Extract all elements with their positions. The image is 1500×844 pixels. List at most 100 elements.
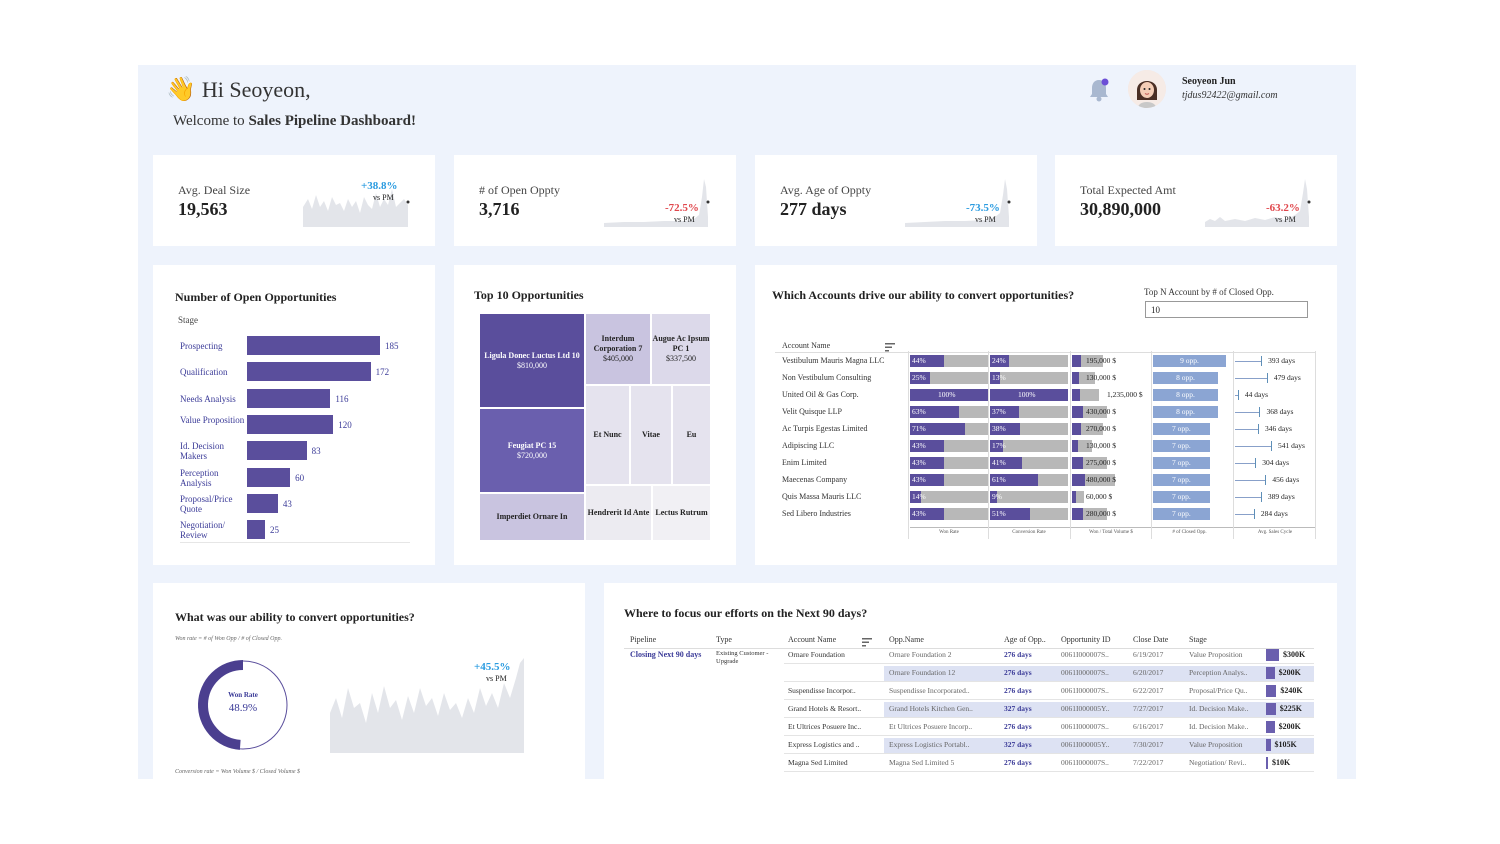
amount-bar[interactable] xyxy=(1266,649,1279,661)
column-header[interactable]: Stage xyxy=(1189,635,1207,644)
opp-name[interactable]: Grand Hotels Kitchen Gen.. xyxy=(889,704,973,713)
amount-bar[interactable] xyxy=(1266,721,1275,733)
conversion-bar[interactable] xyxy=(990,406,1019,418)
treemap-tile[interactable]: Eu xyxy=(672,385,711,485)
column-header[interactable]: Pipeline xyxy=(630,635,657,644)
account-name[interactable]: Magna Sed Limited xyxy=(788,758,848,767)
sales-cycle-marker[interactable] xyxy=(1271,441,1272,451)
closed-opp-bar[interactable]: 7 opp. xyxy=(1153,457,1210,469)
bar[interactable] xyxy=(247,520,265,540)
opp-name[interactable]: Et Ultrices Posuere Incorp.. xyxy=(889,722,973,731)
won-rate-bar[interactable] xyxy=(910,423,966,435)
treemap-tile[interactable]: Lectus Rutrum xyxy=(652,485,711,541)
treemap-tile[interactable]: Interdum Corporation 7 $405,000 xyxy=(585,313,651,385)
conversion-bar[interactable] xyxy=(990,457,1022,469)
bar[interactable] xyxy=(247,441,307,461)
volume-bar[interactable] xyxy=(1072,389,1081,401)
amount-bar[interactable] xyxy=(1266,757,1268,769)
pipeline-value[interactable]: Closing Next 90 days xyxy=(630,650,702,659)
amount-bar[interactable] xyxy=(1266,739,1271,751)
account-name[interactable]: Sed Libero Industries xyxy=(782,509,851,518)
sales-cycle-marker[interactable] xyxy=(1260,492,1262,502)
bar[interactable] xyxy=(247,388,331,408)
won-rate-bar[interactable] xyxy=(910,372,930,384)
won-rate-bar[interactable] xyxy=(910,508,944,520)
opp-name[interactable]: Express Logistics Portabl.. xyxy=(889,740,970,749)
opp-name[interactable]: Ornare Foundation 12 xyxy=(889,668,956,677)
column-header[interactable]: Opp.Name xyxy=(889,635,924,644)
account-name[interactable]: Express Logistics and .. xyxy=(788,740,860,749)
bar[interactable] xyxy=(247,336,380,355)
account-name[interactable]: Velit Quisque LLP xyxy=(782,407,842,416)
account-name[interactable]: Et Ultrices Posuere Inc.. xyxy=(788,722,862,731)
sort-icon[interactable] xyxy=(862,634,872,652)
opp-name[interactable]: Ornare Foundation 2 xyxy=(889,650,952,659)
treemap-tile[interactable]: Vitae xyxy=(630,385,672,485)
treemap-tile[interactable]: Hendrerit Id Ante xyxy=(585,485,652,541)
kpi-card-total-expected[interactable]: Total Expected Amt 30,890,000 -63.2% vs … xyxy=(1055,155,1337,246)
won-rate-bar[interactable] xyxy=(910,406,960,418)
volume-bar[interactable] xyxy=(1072,474,1085,486)
bell-icon[interactable] xyxy=(1088,77,1110,108)
won-rate-bar[interactable] xyxy=(910,440,944,452)
sales-cycle-marker[interactable] xyxy=(1258,424,1260,434)
volume-bar[interactable] xyxy=(1072,423,1082,435)
sales-cycle-marker[interactable] xyxy=(1237,390,1239,400)
treemap-tile[interactable]: Feugiat PC 15 $720,000 xyxy=(479,408,585,493)
amount-bar[interactable] xyxy=(1266,667,1275,679)
account-name[interactable]: Non Vestibulum Consulting xyxy=(782,373,872,382)
volume-bar[interactable] xyxy=(1072,440,1078,452)
sales-cycle-marker[interactable] xyxy=(1255,458,1257,468)
conversion-bar[interactable] xyxy=(990,423,1020,435)
volume-bar[interactable] xyxy=(1072,508,1083,520)
sales-cycle-marker[interactable] xyxy=(1266,373,1268,383)
avatar[interactable] xyxy=(1128,70,1166,108)
closed-opp-bar[interactable]: 8 opp. xyxy=(1153,406,1218,418)
closed-opp-bar[interactable]: 7 opp. xyxy=(1153,491,1210,503)
sales-cycle-marker[interactable] xyxy=(1259,407,1261,417)
account-name[interactable]: Vestibulum Mauris Magna LLC xyxy=(782,356,885,365)
volume-bar[interactable] xyxy=(1072,355,1082,367)
opp-name[interactable]: Magna Sed Limited 5 xyxy=(889,758,955,767)
sort-icon[interactable] xyxy=(885,339,895,357)
treemap-tile[interactable]: Et Nunc xyxy=(585,385,630,485)
topn-input[interactable]: 10 xyxy=(1145,301,1308,318)
volume-bar[interactable] xyxy=(1072,406,1083,418)
bar[interactable] xyxy=(247,467,291,487)
sales-cycle-marker[interactable] xyxy=(1265,475,1267,485)
column-header[interactable]: Age of Opp.. xyxy=(1004,635,1046,644)
kpi-card-avg-age[interactable]: Avg. Age of Oppty 277 days -73.5% vs PM xyxy=(755,155,1037,246)
closed-opp-bar[interactable]: 9 opp. xyxy=(1153,355,1226,367)
amount-bar[interactable] xyxy=(1266,703,1276,715)
treemap-tile[interactable]: Ligula Donec Luctus Ltd 10 $810,000 xyxy=(479,313,585,408)
won-rate-bar[interactable] xyxy=(910,491,921,503)
sales-cycle-marker[interactable] xyxy=(1261,356,1263,366)
account-name[interactable]: Suspendisse Incorpor.. xyxy=(788,686,856,695)
closed-opp-bar[interactable]: 7 opp. xyxy=(1153,508,1210,520)
bar[interactable] xyxy=(247,362,371,382)
column-header[interactable]: Type xyxy=(716,635,732,644)
opp-name[interactable]: Suspendisse Incorporated.. xyxy=(889,686,970,695)
treemap-tile[interactable]: Imperdiet Ornare In xyxy=(479,493,585,541)
conversion-bar[interactable] xyxy=(990,491,998,503)
bar[interactable] xyxy=(247,493,278,513)
account-name[interactable]: Adipiscing LLC xyxy=(782,441,835,450)
won-rate-bar[interactable] xyxy=(910,355,945,367)
won-rate-bar[interactable] xyxy=(910,474,944,486)
closed-opp-bar[interactable]: 7 opp. xyxy=(1153,423,1210,435)
conversion-bar[interactable] xyxy=(990,372,1001,384)
account-name[interactable]: United Oil & Gas Corp. xyxy=(782,390,859,399)
volume-bar[interactable] xyxy=(1072,491,1076,503)
sales-cycle-marker[interactable] xyxy=(1253,509,1255,519)
closed-opp-bar[interactable]: 7 opp. xyxy=(1153,474,1210,486)
account-name[interactable]: Quis Massa Mauris LLC xyxy=(782,492,862,501)
kpi-card-open-oppty[interactable]: # of Open Oppty 3,716 -72.5% vs PM xyxy=(454,155,736,246)
amount-bar[interactable] xyxy=(1266,685,1277,697)
column-header[interactable]: Close Date xyxy=(1133,635,1169,644)
account-name[interactable]: Grand Hotels & Resort.. xyxy=(788,704,862,713)
closed-opp-bar[interactable]: 8 opp. xyxy=(1153,389,1218,401)
bar[interactable] xyxy=(247,414,334,434)
column-header[interactable]: Account Name xyxy=(788,635,837,644)
account-name[interactable]: Enim Limited xyxy=(782,458,827,467)
conversion-bar[interactable] xyxy=(990,440,1004,452)
